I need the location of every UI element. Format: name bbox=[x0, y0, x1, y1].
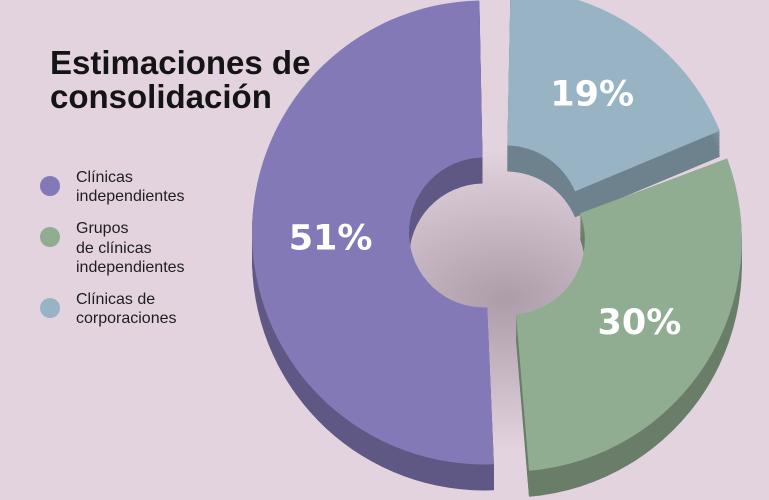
legend-item-grupos-de-clinicas: Grupos de clínicas independientes bbox=[40, 219, 240, 277]
slice-percent-label: 51% bbox=[289, 218, 373, 258]
legend-label: Clínicas independientes bbox=[76, 169, 185, 206]
chart-title: Estimaciones de consolidación bbox=[50, 44, 311, 116]
legend-label: Clínicas de corporaciones bbox=[76, 290, 177, 328]
legend: Clínicas independientes Grupos de clínic… bbox=[40, 168, 240, 341]
legend-swatch bbox=[40, 297, 60, 318]
donut-slice bbox=[507, 0, 720, 192]
donut-slice bbox=[252, 0, 494, 465]
legend-swatch bbox=[40, 227, 60, 248]
donut-slice-tops bbox=[252, 0, 742, 471]
legend-label: Grupos de clínicas independientes bbox=[76, 220, 185, 276]
donut-slice-labels: 51% 30% 19% bbox=[289, 74, 682, 342]
donut-slice bbox=[516, 158, 742, 471]
slice-percent-label: 30% bbox=[598, 303, 682, 343]
legend-item-clinicas-de-corporaciones: Clínicas de corporaciones bbox=[40, 290, 240, 328]
legend-swatch bbox=[40, 176, 60, 196]
legend-item-clinicas-independientes: Clínicas independientes bbox=[40, 168, 240, 206]
slice-percent-label: 19% bbox=[550, 74, 634, 114]
